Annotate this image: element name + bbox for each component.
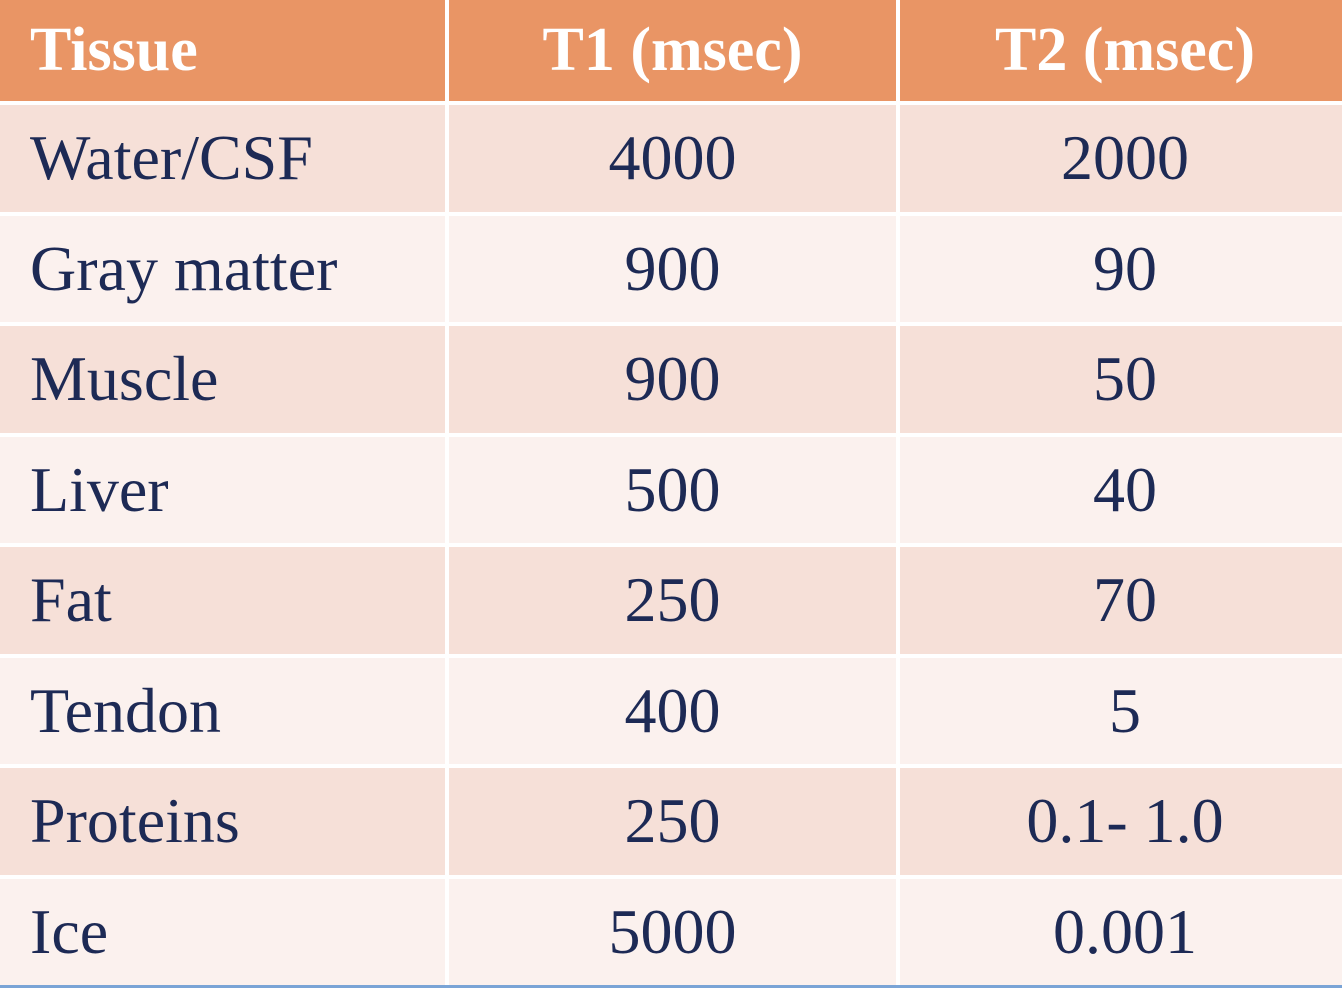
header-tissue: Tissue (0, 0, 445, 101)
table-cell-tissue: Water/CSF (0, 105, 445, 212)
table-cell-tissue: Tendon (0, 657, 445, 764)
bottom-divider (0, 985, 1342, 988)
table-cell-t2: 0.001 (900, 878, 1342, 985)
table-cell-t2: 70 (900, 547, 1342, 654)
table-cell-t1: 5000 (449, 878, 896, 985)
table-cell-t2: 5 (900, 657, 1342, 764)
table-cell-t1: 500 (449, 436, 896, 543)
table-cell-t1: 400 (449, 657, 896, 764)
table-cell-tissue: Ice (0, 878, 445, 985)
table-cell-t2: 40 (900, 436, 1342, 543)
table-cell-t1: 4000 (449, 105, 896, 212)
table-cell-t1: 900 (449, 215, 896, 322)
table-cell-tissue: Muscle (0, 326, 445, 433)
table-cell-tissue: Fat (0, 547, 445, 654)
table-cell-tissue: Liver (0, 436, 445, 543)
table-cell-tissue: Gray matter (0, 215, 445, 322)
header-t2: T2 (msec) (900, 0, 1342, 101)
table-cell-t2: 90 (900, 215, 1342, 322)
table-cell-t2: 50 (900, 326, 1342, 433)
table-cell-t1: 900 (449, 326, 896, 433)
table-cell-t1: 250 (449, 547, 896, 654)
table-cell-tissue: Proteins (0, 768, 445, 875)
table-cell-t2: 2000 (900, 105, 1342, 212)
header-t1: T1 (msec) (449, 0, 896, 101)
table-cell-t1: 250 (449, 768, 896, 875)
table-cell-t2: 0.1- 1.0 (900, 768, 1342, 875)
